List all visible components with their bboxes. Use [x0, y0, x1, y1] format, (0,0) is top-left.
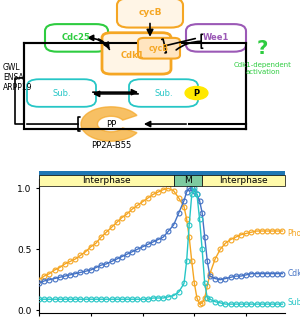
FancyBboxPatch shape [138, 38, 180, 59]
FancyBboxPatch shape [174, 175, 202, 186]
Text: P: P [194, 88, 200, 98]
FancyBboxPatch shape [102, 33, 171, 74]
Text: Interphase: Interphase [82, 176, 130, 185]
Bar [39, 171, 285, 181]
Text: Cdk1-dependent
activation: Cdk1-dependent activation [234, 63, 291, 75]
Text: Cdc25: Cdc25 [62, 33, 91, 42]
Text: Sub.: Sub. [52, 88, 71, 98]
Text: Sub.: Sub. [154, 88, 173, 98]
Text: cycB: cycB [138, 8, 162, 18]
FancyBboxPatch shape [45, 24, 108, 52]
Text: GWL
ENSA
ARPP19: GWL ENSA ARPP19 [3, 63, 32, 93]
Text: M: M [184, 176, 192, 185]
Text: Cdk1: Cdk1 [120, 51, 144, 60]
Text: Phosphatase: Phosphatase [288, 229, 300, 238]
FancyBboxPatch shape [27, 79, 96, 107]
Text: PP2A-B55: PP2A-B55 [91, 141, 131, 150]
FancyBboxPatch shape [39, 175, 174, 186]
Text: Wee1: Wee1 [203, 33, 229, 42]
Text: PP: PP [106, 120, 116, 129]
FancyBboxPatch shape [186, 24, 246, 52]
Text: Substrate-: Substrate- [288, 298, 300, 308]
FancyBboxPatch shape [117, 0, 183, 27]
Text: Interphase: Interphase [219, 176, 268, 185]
FancyBboxPatch shape [202, 175, 285, 186]
Text: ?: ? [257, 39, 268, 58]
Text: cycB: cycB [149, 44, 169, 53]
Wedge shape [81, 107, 137, 141]
FancyBboxPatch shape [129, 79, 198, 107]
Text: Cdk1: Cdk1 [288, 269, 300, 278]
Circle shape [185, 86, 208, 100]
